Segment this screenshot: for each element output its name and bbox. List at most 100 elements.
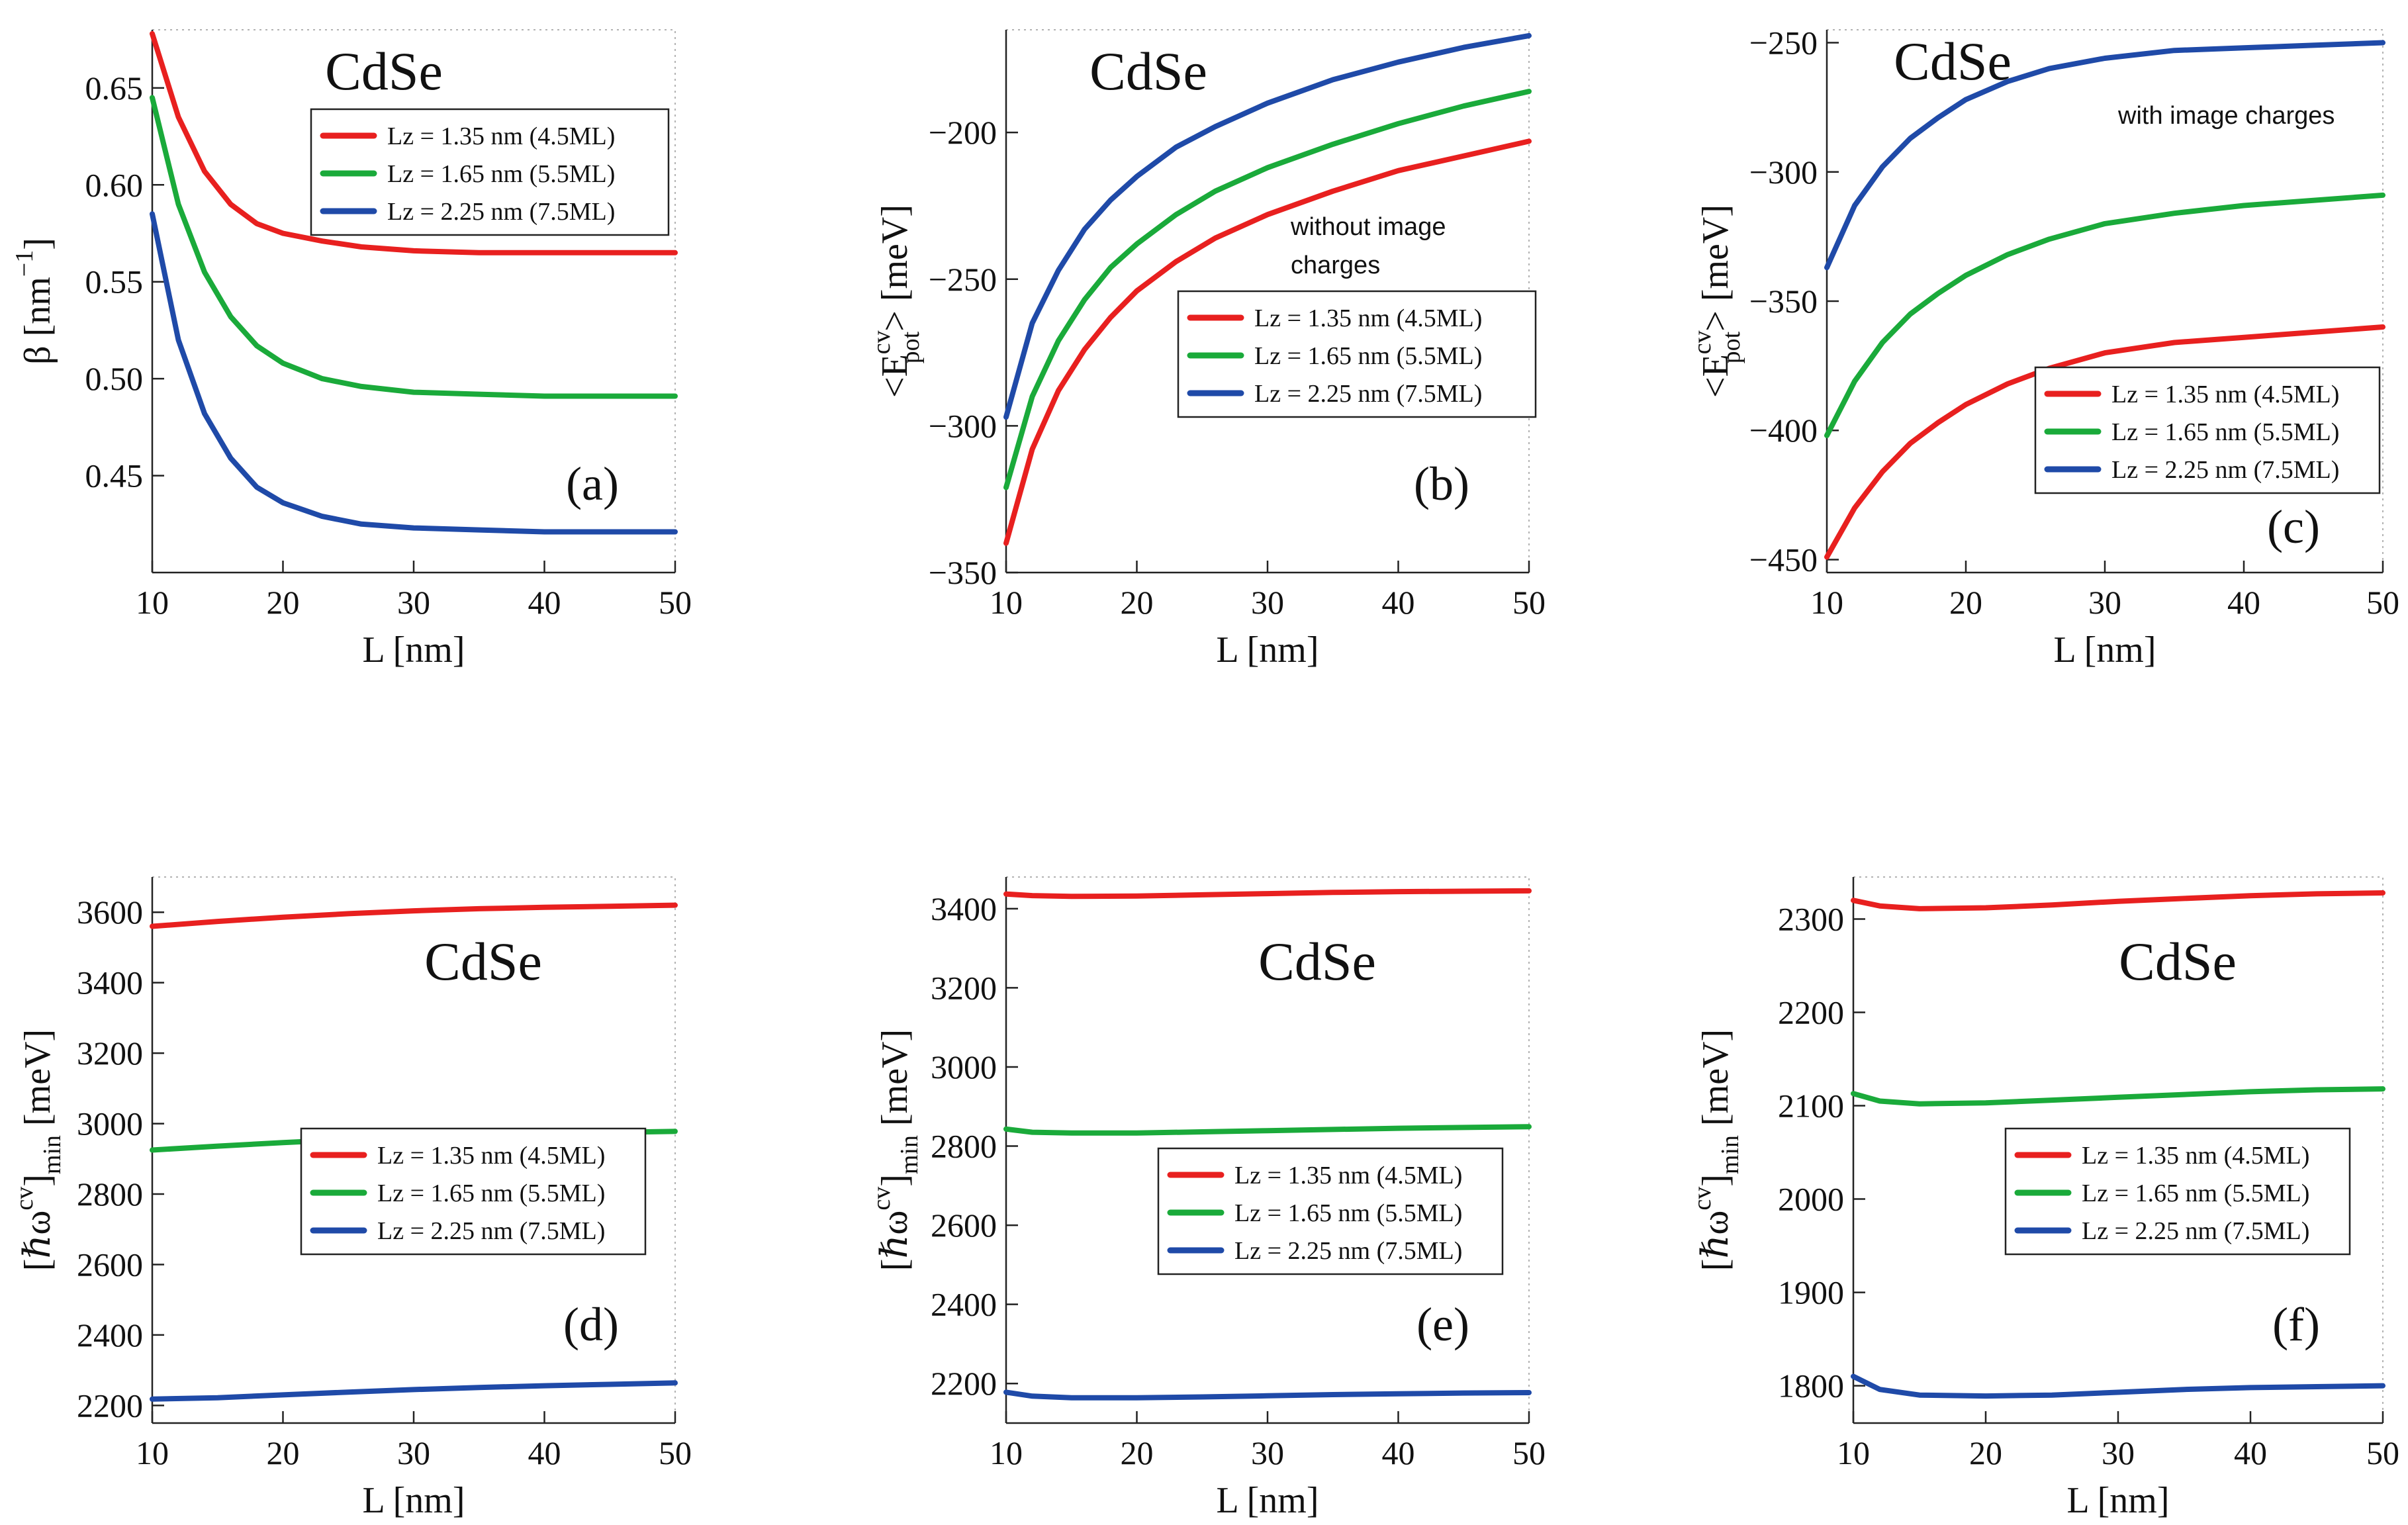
legend-label-3: Lz = 2.25 nm (7.5ML) <box>377 1217 605 1245</box>
y-tick-label: 2600 <box>931 1207 997 1244</box>
y-axis-label: [ℏωcv]min [meV] <box>1689 1029 1744 1271</box>
x-axis-label: L [nm] <box>2067 1480 2170 1521</box>
y-tick-label: 3400 <box>77 964 143 1001</box>
annotation-text: charges <box>1291 252 1380 279</box>
x-tick-label: 10 <box>990 584 1023 621</box>
y-tick-label: 2000 <box>1778 1181 1844 1218</box>
y-axis-label: [ℏωcv]min [meV] <box>11 1029 66 1271</box>
y-axis-label-ylabel-main: [ℏω <box>17 1211 58 1271</box>
y-axis-label: <Ecvpot> [meV] <box>868 205 925 398</box>
y-tick-label: 2800 <box>931 1128 997 1165</box>
y-axis-label-ylabel-sup: cv <box>1689 1187 1716 1211</box>
series-line-2 <box>150 95 678 399</box>
y-axis-label-ylabel-sub2: min <box>1716 1135 1744 1174</box>
y-tick-label: 1800 <box>1778 1367 1844 1405</box>
series-line-1 <box>150 902 678 929</box>
y-tick-label: −300 <box>1749 154 1818 191</box>
y-tick-label: 0.60 <box>85 166 144 203</box>
chart-title: CdSe <box>1258 931 1376 992</box>
y-tick-label: −450 <box>1749 541 1818 578</box>
x-tick-label: 40 <box>1382 584 1415 621</box>
y-tick-label: 0.65 <box>85 69 144 107</box>
series-line-2 <box>1003 1124 1532 1136</box>
y-tick-label: 3400 <box>931 890 997 927</box>
y-tick-label: 2400 <box>77 1317 143 1354</box>
legend-label-2: Lz = 1.65 nm (5.5ML) <box>1254 342 1482 370</box>
x-tick-label: 10 <box>136 584 169 621</box>
panel-letter: (d) <box>563 1298 619 1351</box>
panel-letter: (f) <box>2272 1298 2320 1351</box>
y-tick-label: 3000 <box>77 1105 143 1142</box>
x-tick-label: 10 <box>1810 584 1843 621</box>
x-tick-label: 40 <box>2227 584 2260 621</box>
x-tick-label: 50 <box>659 1434 692 1471</box>
plot-frame <box>1006 29 1530 573</box>
y-axis-label-ylabel-main: [ℏω <box>874 1211 915 1271</box>
legend-label-1: Lz = 1.35 nm (4.5ML) <box>377 1142 605 1170</box>
y-axis-label-ylabel-main: β [nm <box>17 277 58 365</box>
x-tick-label: 30 <box>1251 1434 1284 1471</box>
chart-title: CdSe <box>1894 31 2012 91</box>
x-axis-label: L [nm] <box>1217 1480 1319 1521</box>
legend: Lz = 1.35 nm (4.5ML) Lz = 1.65 nm (5.5ML)… <box>1157 1147 1504 1275</box>
x-axis-label: L [nm] <box>2054 629 2156 670</box>
x-tick-label: 40 <box>2234 1434 2267 1471</box>
chart-title: CdSe <box>325 41 443 101</box>
y-axis-label-ylabel-main: <E <box>874 354 915 398</box>
y-tick-label: 2200 <box>1778 994 1844 1031</box>
plot-frame <box>152 29 676 573</box>
x-tick-label: 50 <box>659 584 692 621</box>
y-axis-label-ylabel-sup: cv <box>1689 330 1716 354</box>
y-tick-label: 3000 <box>931 1048 997 1086</box>
legend-label-1: Lz = 1.35 nm (4.5ML) <box>387 122 615 150</box>
x-tick-label: 50 <box>2366 1434 2399 1471</box>
plot-frame <box>1827 29 2384 573</box>
legend-label-2: Lz = 1.65 nm (5.5ML) <box>377 1179 605 1207</box>
series-line-3 <box>1851 1373 2385 1399</box>
y-tick-label: −350 <box>929 554 997 591</box>
y-axis-label-ylabel-end: ] <box>1695 1174 1736 1187</box>
plot-frame <box>1006 876 1530 1423</box>
y-tick-label: 2600 <box>77 1246 143 1283</box>
y-axis-label-ylabel-end: > [meV] <box>874 205 915 332</box>
y-tick-label: 2800 <box>77 1176 143 1213</box>
x-tick-label: 40 <box>1382 1434 1415 1471</box>
series-line-1 <box>1003 888 1532 900</box>
legend: Lz = 1.35 nm (4.5ML) Lz = 1.65 nm (5.5ML)… <box>1177 290 1537 418</box>
legend: Lz = 1.35 nm (4.5ML) Lz = 1.65 nm (5.5ML)… <box>300 1127 647 1256</box>
y-tick-label: 2100 <box>1778 1087 1844 1125</box>
y-tick-label: −350 <box>1749 283 1818 320</box>
y-axis-label-ylabel-end2: [meV] <box>874 1029 915 1135</box>
y-axis-label-ylabel-sub2: min <box>896 1135 923 1174</box>
y-axis-label: <Ecvpot> [meV] <box>1689 205 1745 398</box>
y-tick-label: −250 <box>929 261 997 298</box>
legend: Lz = 1.35 nm (4.5ML) Lz = 1.65 nm (5.5ML)… <box>310 108 670 236</box>
y-tick-label: 3600 <box>77 894 143 931</box>
y-axis-label-ylabel-sup: cv <box>868 1187 896 1211</box>
y-axis-label-ylabel-main: [ℏω <box>1695 1211 1736 1271</box>
y-axis-label-ylabel-sup: −1 <box>11 250 38 277</box>
legend-label-2: Lz = 1.65 nm (5.5ML) <box>2082 1179 2309 1207</box>
chart-title: CdSe <box>1089 41 1207 101</box>
series-line-3 <box>1824 40 2385 271</box>
legend-label-2: Lz = 1.65 nm (5.5ML) <box>387 160 615 188</box>
x-axis-label: L [nm] <box>363 629 465 670</box>
y-axis-label-ylabel-sup: cv <box>868 330 896 354</box>
y-axis-label-ylabel-main: <E <box>1695 354 1736 398</box>
chart-panel-a: 10 20 30 40 50 0.45 0.50 0.55 0.60 0.65 L [nm] β [n… <box>11 29 692 670</box>
series-line-1 <box>1003 138 1532 546</box>
legend: Lz = 1.35 nm (4.5ML) Lz = 1.65 nm (5.5ML)… <box>2034 366 2381 494</box>
x-tick-label: 20 <box>1949 584 1982 621</box>
plot-frame <box>1853 876 2384 1423</box>
y-tick-label: 2200 <box>931 1365 997 1402</box>
legend-label-3: Lz = 2.25 nm (7.5ML) <box>1234 1237 1462 1265</box>
x-tick-label: 30 <box>1251 584 1284 621</box>
legend-label-3: Lz = 2.25 nm (7.5ML) <box>2082 1217 2309 1245</box>
series-line-3 <box>1003 1389 1532 1401</box>
series-line-1 <box>150 30 678 255</box>
plot-frame <box>152 876 676 1423</box>
y-axis-label-ylabel-end: > [meV] <box>1695 205 1736 332</box>
y-tick-label: 2200 <box>77 1387 143 1424</box>
y-tick-label: 0.50 <box>85 360 144 397</box>
